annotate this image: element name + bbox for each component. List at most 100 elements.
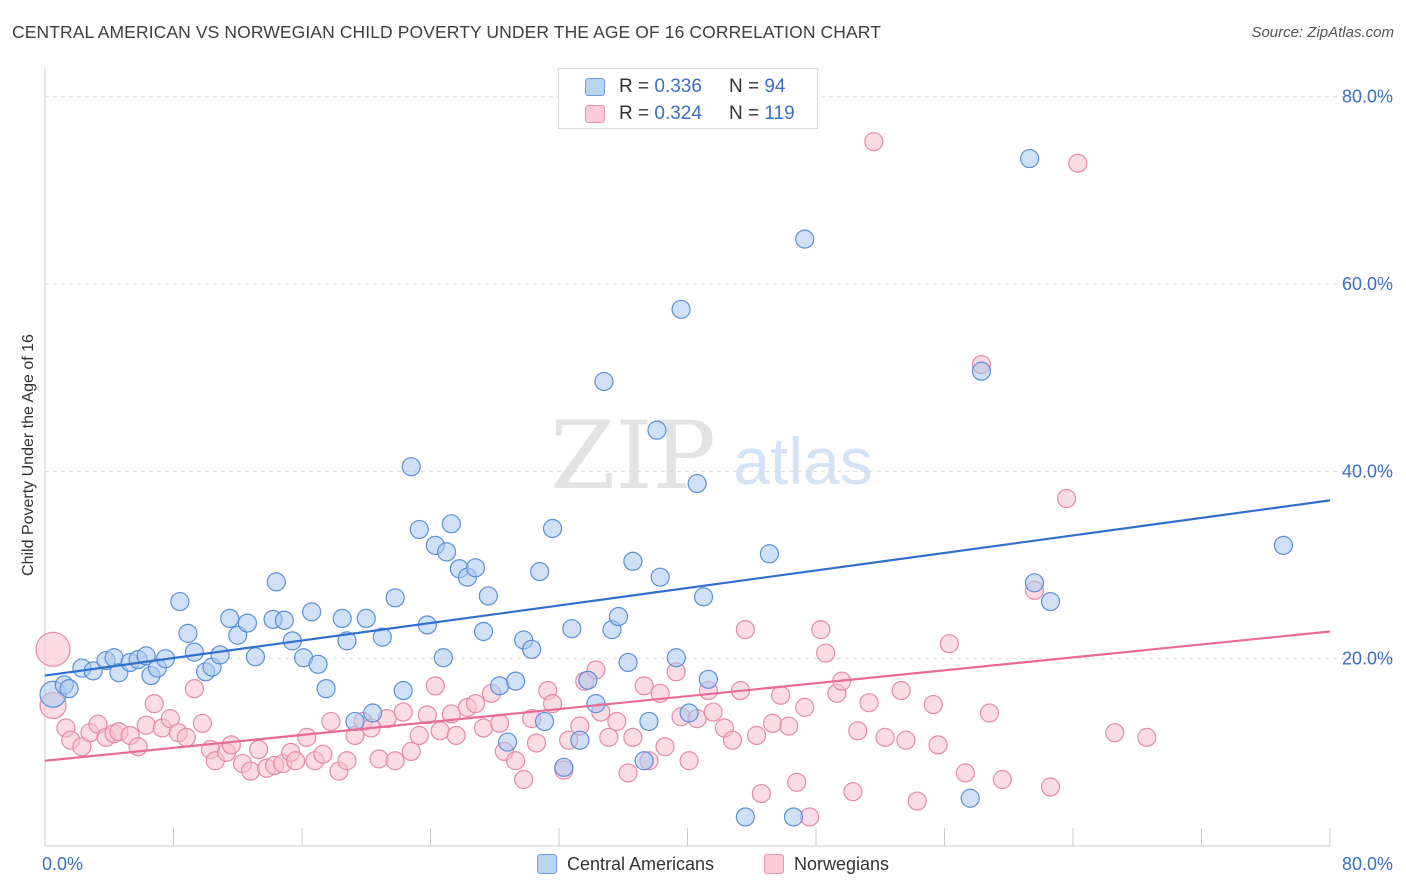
norwegians-point	[526, 733, 547, 753]
norwegians-point	[1068, 153, 1088, 173]
central-americans-point	[530, 561, 550, 582]
norwegians-point	[875, 727, 895, 747]
trend-lines	[44, 499, 1331, 762]
central-americans-point	[170, 591, 190, 612]
central-americans-point	[578, 670, 598, 690]
central-americans-point	[562, 619, 582, 639]
r-label: R =	[619, 103, 650, 124]
norwegians-point	[337, 751, 357, 771]
stats-row-norwegians: R = 0.324 N = 119	[559, 101, 795, 127]
central-americans-point	[184, 642, 204, 662]
central-americans-point	[465, 558, 486, 578]
norwegians-point	[634, 676, 654, 696]
central-americans-point	[59, 679, 79, 699]
central-americans-point	[363, 703, 383, 723]
norwegians-point	[192, 713, 213, 733]
central-americans-point	[372, 627, 392, 647]
norwegians-point	[751, 783, 771, 804]
norwegians-point	[369, 749, 389, 769]
central-americans-point	[1024, 573, 1045, 593]
central-americans-point	[666, 648, 686, 668]
central-americans-point	[534, 711, 555, 732]
norwegians-point	[1040, 777, 1061, 797]
y-tick-label: 20.0%	[1342, 649, 1393, 669]
n-value: 94	[764, 76, 786, 97]
central-americans-point	[759, 544, 780, 564]
central-americans-point	[506, 671, 526, 691]
norwegians-point	[623, 727, 643, 747]
norwegians-point	[735, 620, 755, 640]
norwegians-point	[144, 694, 164, 714]
central-americans-point	[594, 371, 614, 392]
legend-item-central-americans: Central Americans	[537, 852, 714, 876]
r-value: 0.324	[654, 103, 702, 124]
stats-row-central-americans: R = 0.336 N = 94	[559, 74, 785, 100]
x-tick-label: 80.0%	[1342, 854, 1393, 874]
norwegians-point	[401, 741, 421, 762]
norwegians-point	[313, 744, 333, 764]
central-americans-point	[1020, 148, 1040, 169]
norwegians-point	[465, 694, 486, 714]
central-americans-point	[498, 732, 518, 752]
norwegians-trend-line	[44, 630, 1331, 762]
norwegians-point	[679, 751, 699, 771]
central-americans-point	[178, 623, 198, 643]
norwegians-point	[430, 721, 450, 741]
central-americans-point	[671, 299, 691, 319]
watermark-atlas: atlas	[733, 424, 872, 498]
gridlines	[45, 96, 1392, 660]
central-americans-point	[783, 807, 804, 827]
norwegians-point	[848, 721, 868, 741]
norwegians-point	[542, 694, 563, 714]
central-americans-point	[1273, 535, 1294, 555]
norwegians-point	[859, 693, 879, 713]
legend-label: Central Americans	[567, 853, 715, 874]
central-americans-point	[618, 652, 638, 673]
central-americans-point	[245, 647, 266, 667]
central-americans-point	[409, 519, 429, 540]
central-americans-point	[393, 680, 413, 701]
central-americans-point	[356, 608, 376, 629]
y-tick-label: 40.0%	[1342, 461, 1393, 481]
central-americans-point	[473, 621, 494, 642]
legend-label: Norwegians	[794, 853, 890, 874]
watermark: ZIP atlas	[550, 402, 873, 511]
central-americans-point	[735, 807, 755, 827]
central-americans-point	[266, 572, 286, 592]
norwegians-point	[136, 715, 156, 735]
norwegians-point	[249, 739, 269, 760]
norwegians-point	[939, 634, 959, 654]
norwegians-point	[928, 735, 948, 755]
norwegians-point	[891, 680, 911, 701]
norwegians-point	[618, 763, 638, 783]
norwegians-point	[1105, 723, 1125, 743]
central-americans-point	[698, 669, 718, 689]
norwegians-point	[425, 676, 445, 696]
norwegians-point	[843, 782, 863, 802]
norwegians-point	[184, 679, 204, 699]
central-americans-point	[274, 610, 294, 630]
blue-swatch	[537, 854, 557, 874]
norwegians-point	[795, 697, 815, 717]
r-label: R =	[619, 76, 650, 97]
norwegians-point	[176, 727, 196, 747]
central-americans-point	[210, 645, 230, 665]
norwegians-point	[473, 718, 494, 738]
y-tick-label: 60.0%	[1342, 274, 1393, 294]
norwegians-point	[779, 716, 799, 736]
legend-item-norwegians: Norwegians	[764, 852, 889, 876]
norwegians-point	[514, 769, 534, 790]
central-americans-point	[345, 711, 365, 732]
central-americans-point	[971, 361, 992, 381]
central-americans-point	[650, 567, 670, 587]
norwegians-point	[746, 725, 767, 746]
central-americans-point	[687, 473, 707, 494]
central-americans-point	[679, 703, 699, 723]
central-americans-point	[570, 730, 590, 750]
norwegians-point	[811, 620, 831, 640]
norwegians-point	[1056, 488, 1077, 509]
central-americans-point	[385, 588, 405, 608]
central-americans-point	[478, 586, 498, 606]
norwegians-point	[787, 772, 807, 792]
